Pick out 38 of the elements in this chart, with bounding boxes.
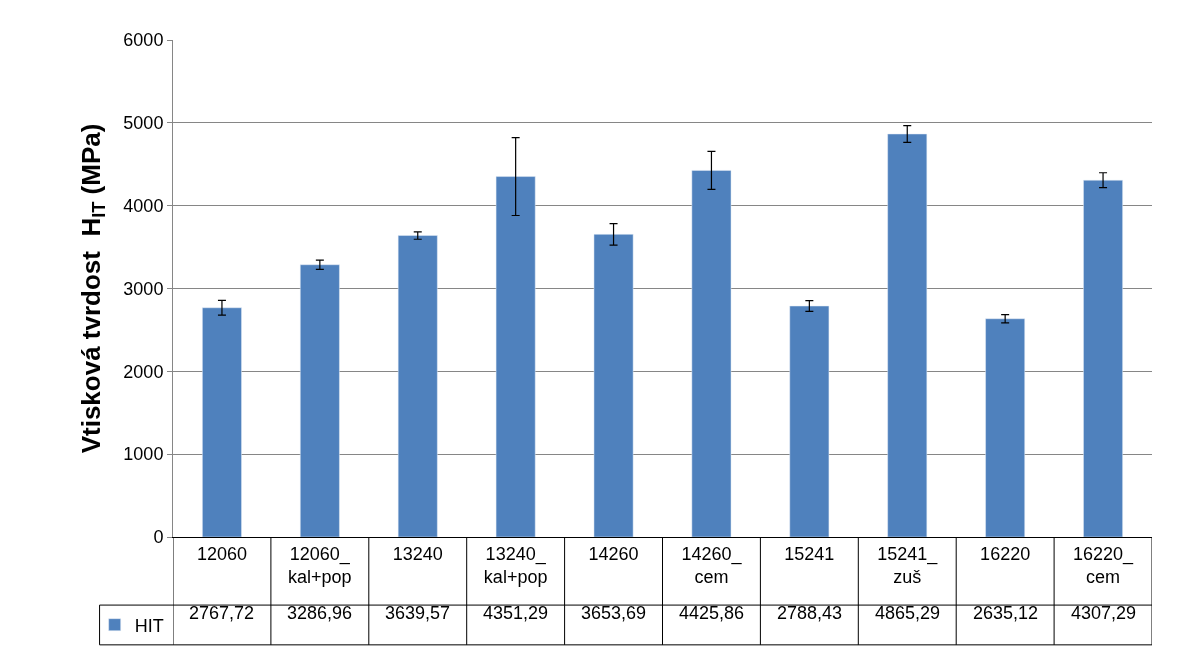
x-tick-label: 12060_kal+pop bbox=[288, 543, 352, 587]
data-label: 3286,96 bbox=[287, 603, 353, 623]
legend-label: HIT bbox=[134, 615, 164, 636]
y-tick-label: 1000 bbox=[123, 444, 164, 465]
y-tick-label: 2000 bbox=[123, 361, 164, 382]
x-tick-label: 13240 bbox=[392, 543, 443, 564]
x-tick-label: 13240_kal+pop bbox=[483, 543, 548, 587]
x-tick-label: 12060 bbox=[196, 543, 247, 564]
x-tick-label: 15241 bbox=[784, 543, 835, 564]
bar bbox=[985, 318, 1025, 537]
data-label: 4307,29 bbox=[1071, 603, 1137, 623]
data-label: 2788,43 bbox=[777, 603, 843, 623]
x-tick-label: 16220_cem bbox=[1073, 543, 1135, 587]
data-label: 4865,29 bbox=[875, 603, 941, 623]
x-tick-label: 16220 bbox=[980, 543, 1031, 564]
y-tick-label: 3000 bbox=[123, 278, 164, 299]
data-label: 3639,57 bbox=[385, 603, 451, 623]
x-tick-label: 14260_cem bbox=[681, 543, 743, 587]
x-tick-label: 14260 bbox=[588, 543, 639, 564]
y-tick-label: 4000 bbox=[123, 195, 164, 216]
y-tick-label: 6000 bbox=[123, 30, 164, 51]
bar bbox=[397, 235, 438, 537]
bar bbox=[1083, 179, 1123, 537]
bar bbox=[202, 307, 242, 537]
y-tick-label: 5000 bbox=[123, 113, 164, 134]
x-tick-label: 15241_zuš bbox=[877, 543, 939, 587]
data-label: 3653,69 bbox=[581, 603, 647, 623]
y-tick-label: 0 bbox=[153, 527, 164, 548]
data-label: 4351,29 bbox=[483, 603, 549, 623]
data-label: 2767,72 bbox=[189, 603, 255, 623]
bar bbox=[593, 234, 634, 537]
bar bbox=[691, 170, 732, 537]
bar bbox=[300, 264, 340, 537]
data-label: 4425,86 bbox=[679, 603, 745, 623]
data-label: 2635,12 bbox=[973, 603, 1039, 623]
bar bbox=[789, 305, 830, 537]
bar bbox=[495, 176, 536, 537]
bar bbox=[887, 133, 928, 537]
